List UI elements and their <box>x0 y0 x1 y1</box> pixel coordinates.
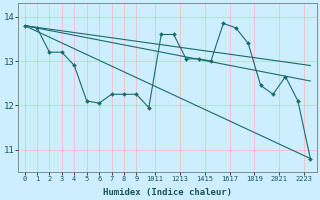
X-axis label: Humidex (Indice chaleur): Humidex (Indice chaleur) <box>103 188 232 197</box>
